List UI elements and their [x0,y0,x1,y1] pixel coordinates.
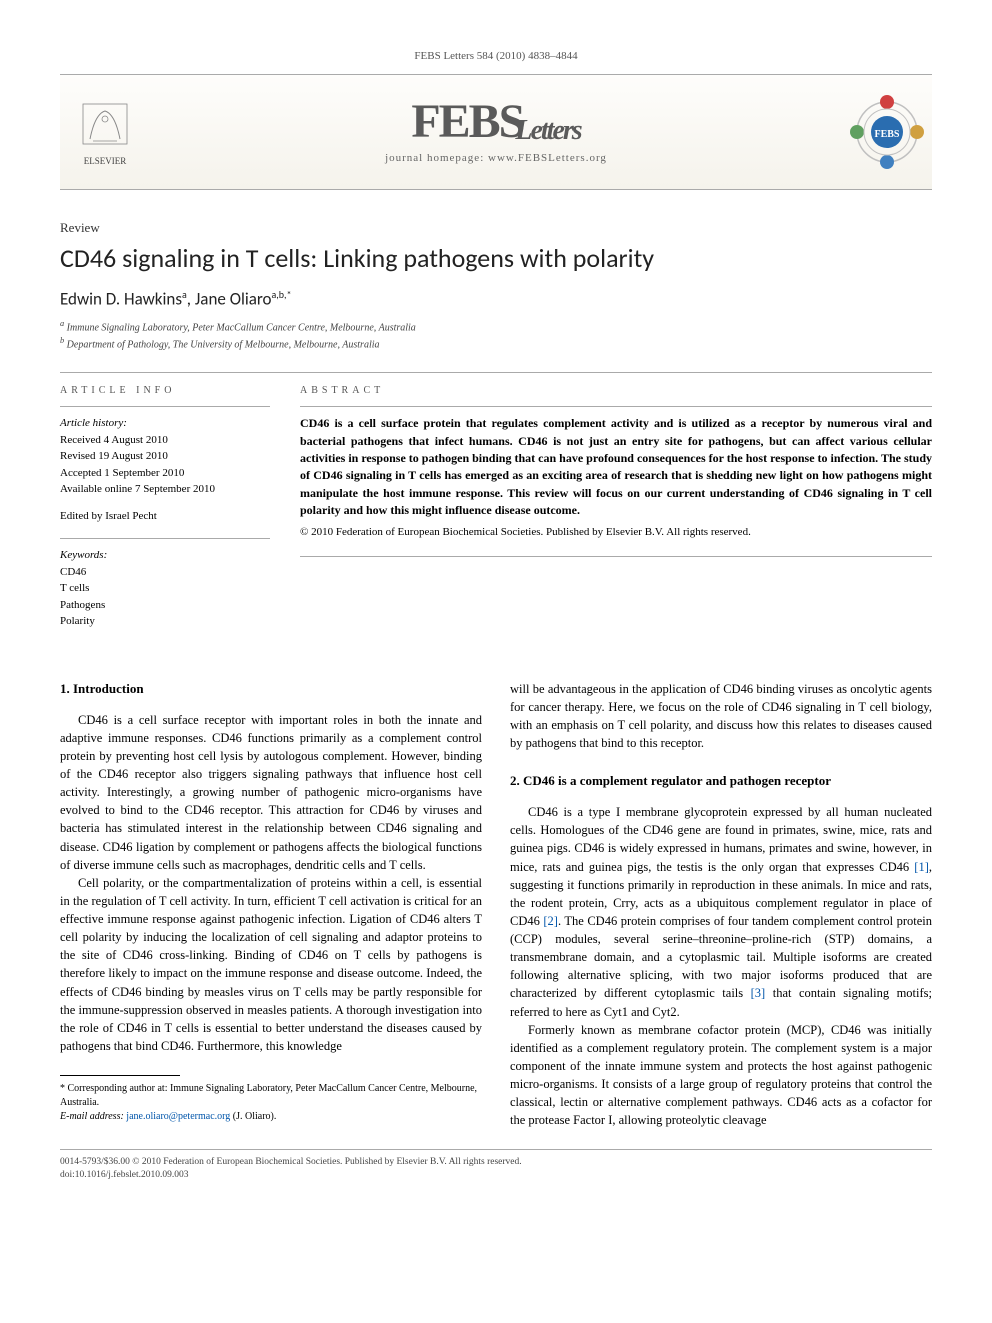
footnote-divider [60,1075,180,1076]
journal-header: ELSEVIER FEBSLetters journal homepage: w… [60,74,932,190]
article-info-heading: ARTICLE INFO [60,385,270,396]
authors: Edwin D. Hawkinsa, Jane Oliaroa,b,* [60,288,932,310]
email-label: E-mail address: [60,1111,124,1122]
elsevier-logo: ELSEVIER [60,92,150,172]
affiliation-b: Department of Pathology, The University … [67,339,380,350]
keyword-0: CD46 [60,564,270,581]
affiliation-a: Immune Signaling Laboratory, Peter MacCa… [67,322,416,333]
history-accepted: Accepted 1 September 2010 [60,465,270,482]
abstract-copyright: © 2010 Federation of European Biochemica… [300,526,932,538]
footer-doi: doi:10.1016/j.febslet.2010.09.003 [60,1169,932,1181]
s2-p1-a: CD46 is a type I membrane glycoprotein e… [510,805,932,873]
email-who: (J. Oliaro). [233,1111,277,1122]
article-type: Review [60,220,932,236]
history-label: Article history: [60,415,270,432]
keyword-2: Pathogens [60,597,270,614]
section-1-p2: Cell polarity, or the compartmentalizati… [60,874,482,1055]
journal-name-sub: Letters [515,118,580,143]
footer-copyright: 0014-5793/$36.00 © 2010 Federation of Eu… [60,1156,932,1168]
affiliations: a Immune Signaling Laboratory, Peter Mac… [60,318,932,353]
ref-3-link[interactable]: [3] [751,986,766,1000]
footer: 0014-5793/$36.00 © 2010 Federation of Eu… [60,1149,932,1181]
author-2-affil: a,b,* [272,288,292,301]
journal-title-block: FEBSLetters journal homepage: www.FEBSLe… [385,100,607,163]
divider [300,556,932,557]
body-columns: 1. Introduction CD46 is a cell surface r… [60,680,932,1130]
author-2: Jane Oliaro [195,289,272,310]
keywords-block: Keywords: CD46 T cells Pathogens Polarit… [60,538,270,630]
section-2-heading: 2. CD46 is a complement regulator and pa… [510,772,932,791]
email-footnote: E-mail address: jane.oliaro@petermac.org… [60,1110,482,1124]
edited-by: Edited by Israel Pecht [60,508,270,525]
section-2-p2: Formerly known as membrane cofactor prot… [510,1021,932,1130]
header-citation: FEBS Letters 584 (2010) 4838–4844 [60,50,932,62]
history-online: Available online 7 September 2010 [60,481,270,498]
ref-1-link[interactable]: [1] [914,860,929,874]
author-1: Edwin D. Hawkins [60,289,182,310]
history-revised: Revised 19 August 2010 [60,448,270,465]
left-column: 1. Introduction CD46 is a cell surface r… [60,680,482,1130]
section-2-p1: CD46 is a type I membrane glycoprotein e… [510,803,932,1021]
abstract-heading: ABSTRACT [300,385,932,396]
abstract-body: CD46 is a cell surface protein that regu… [300,406,932,519]
keywords-label: Keywords: [60,547,270,564]
article-info-column: ARTICLE INFO Article history: Received 4… [60,385,270,644]
journal-homepage: journal homepage: www.FEBSLetters.org [385,152,607,164]
section-1-p3: will be advantageous in the application … [510,680,932,753]
svg-text:FEBS: FEBS [874,129,899,140]
divider [60,372,932,373]
journal-logo: FEBSLetters [385,100,607,143]
article-title: CD46 signaling in T cells: Linking patho… [60,242,932,274]
author-1-affil: a [182,288,187,301]
history-received: Received 4 August 2010 [60,432,270,449]
ref-2-link[interactable]: [2] [543,914,558,928]
elsevier-label: ELSEVIER [84,156,127,166]
email-link[interactable]: jane.oliaro@petermac.org [126,1111,230,1122]
section-1-p1: CD46 is a cell surface receptor with imp… [60,711,482,874]
keyword-1: T cells [60,580,270,597]
febs-badge-icon: FEBS [842,87,932,177]
section-1-heading: 1. Introduction [60,680,482,699]
abstract-column: ABSTRACT CD46 is a cell surface protein … [300,385,932,644]
journal-name-main: FEBS [411,100,523,143]
article-history-block: Article history: Received 4 August 2010 … [60,406,270,524]
corresponding-footnote: * Corresponding author at: Immune Signal… [60,1082,482,1110]
keyword-3: Polarity [60,613,270,630]
right-column: will be advantageous in the application … [510,680,932,1130]
